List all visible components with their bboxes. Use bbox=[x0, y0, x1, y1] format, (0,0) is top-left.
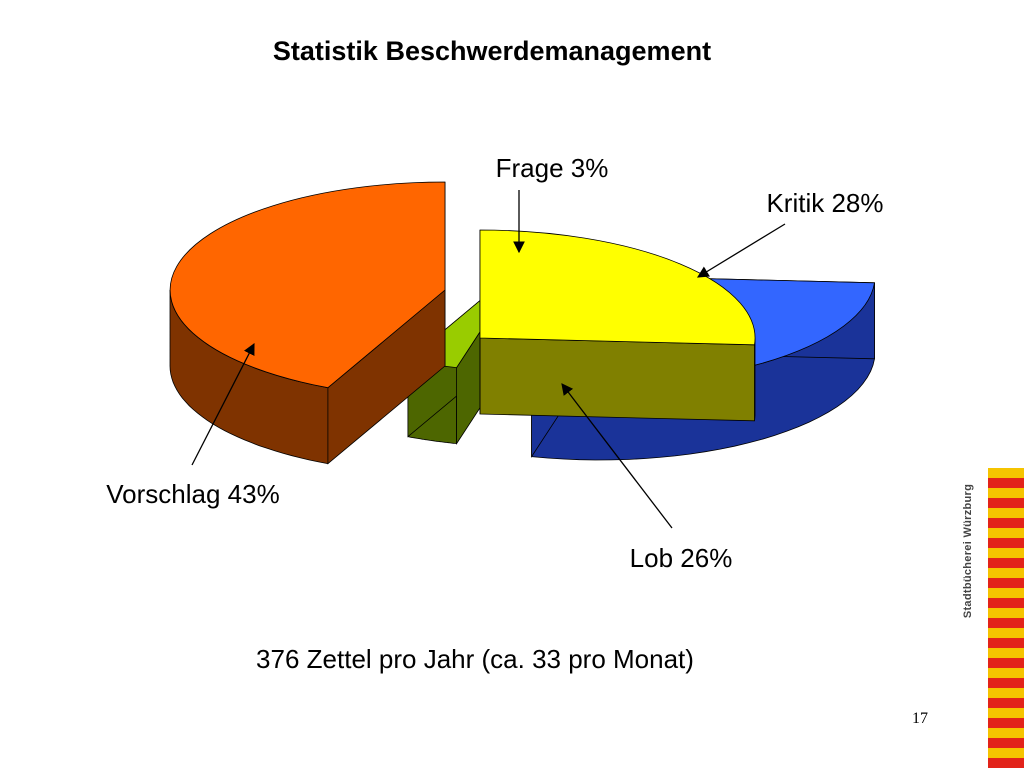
slice-top-lob bbox=[479, 229, 756, 346]
slide-title: Statistik Beschwerdemanagement bbox=[272, 36, 712, 66]
leader-line-vorschlag bbox=[191, 342, 255, 466]
library-logo-text: Stadtbücherei Würzburg bbox=[948, 468, 988, 633]
logo-text-label: Stadtbücherei Würzburg bbox=[962, 483, 975, 618]
pie-slice-lob bbox=[479, 229, 756, 422]
data-label-lob: Lob 26% bbox=[630, 543, 733, 573]
leader-line-kritik bbox=[697, 223, 786, 278]
data-label-vorschlag: Vorschlag 43% bbox=[106, 479, 279, 509]
logo-stripe-decoration bbox=[988, 468, 1024, 768]
summary-text: 376 Zettel pro Jahr (ca. 33 pro Monat) bbox=[256, 644, 694, 674]
data-label-frage: Frage 3% bbox=[496, 153, 609, 183]
page-number: 17 bbox=[912, 710, 928, 727]
pie-slice-vorschlag bbox=[169, 181, 446, 465]
leader-line-lob bbox=[561, 383, 673, 529]
slice-wall-lob-0 bbox=[479, 337, 755, 422]
data-label-kritik: Kritik 28% bbox=[766, 188, 883, 218]
